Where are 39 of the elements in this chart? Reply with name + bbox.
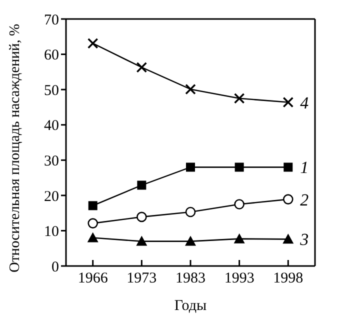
series-label: 3 xyxy=(299,230,309,250)
series-label: 2 xyxy=(300,190,310,210)
series-label: 4 xyxy=(300,93,310,112)
point xyxy=(136,212,147,222)
point xyxy=(136,236,148,246)
point xyxy=(88,218,98,228)
x-tick-label: 1993 xyxy=(224,270,254,287)
point xyxy=(87,232,98,242)
x-tick-label: 1998 xyxy=(273,270,304,287)
x-tick-label: 1983 xyxy=(176,270,206,287)
y-axis-title: Относительная площадь насаждений, % xyxy=(7,24,24,272)
point xyxy=(185,84,196,95)
point xyxy=(284,162,293,172)
x-tick-label: 1973 xyxy=(126,270,157,287)
y-tick-label: 10 xyxy=(44,224,59,240)
point xyxy=(88,201,98,210)
y-tick-label: 30 xyxy=(44,153,59,170)
y-tick-label: 40 xyxy=(44,118,59,134)
point xyxy=(234,199,244,210)
point xyxy=(87,38,98,49)
y-tick-label: 0 xyxy=(52,259,59,276)
point xyxy=(282,96,294,108)
y-tick-label: 70 xyxy=(44,12,59,28)
y-tick-label: 60 xyxy=(44,48,59,64)
x-axis-title: Годы xyxy=(174,298,207,314)
x-tick-label: 1966 xyxy=(78,270,108,287)
point xyxy=(234,233,245,244)
point xyxy=(186,162,195,172)
y-tick-label: 50 xyxy=(44,82,59,99)
point xyxy=(185,206,196,218)
y-tick-label: 20 xyxy=(44,188,59,205)
point xyxy=(234,92,245,104)
point xyxy=(282,194,294,204)
point xyxy=(136,62,148,73)
point xyxy=(185,236,196,246)
point xyxy=(282,234,294,244)
series-label: 1 xyxy=(300,158,309,178)
point xyxy=(137,180,146,190)
point xyxy=(234,162,244,172)
